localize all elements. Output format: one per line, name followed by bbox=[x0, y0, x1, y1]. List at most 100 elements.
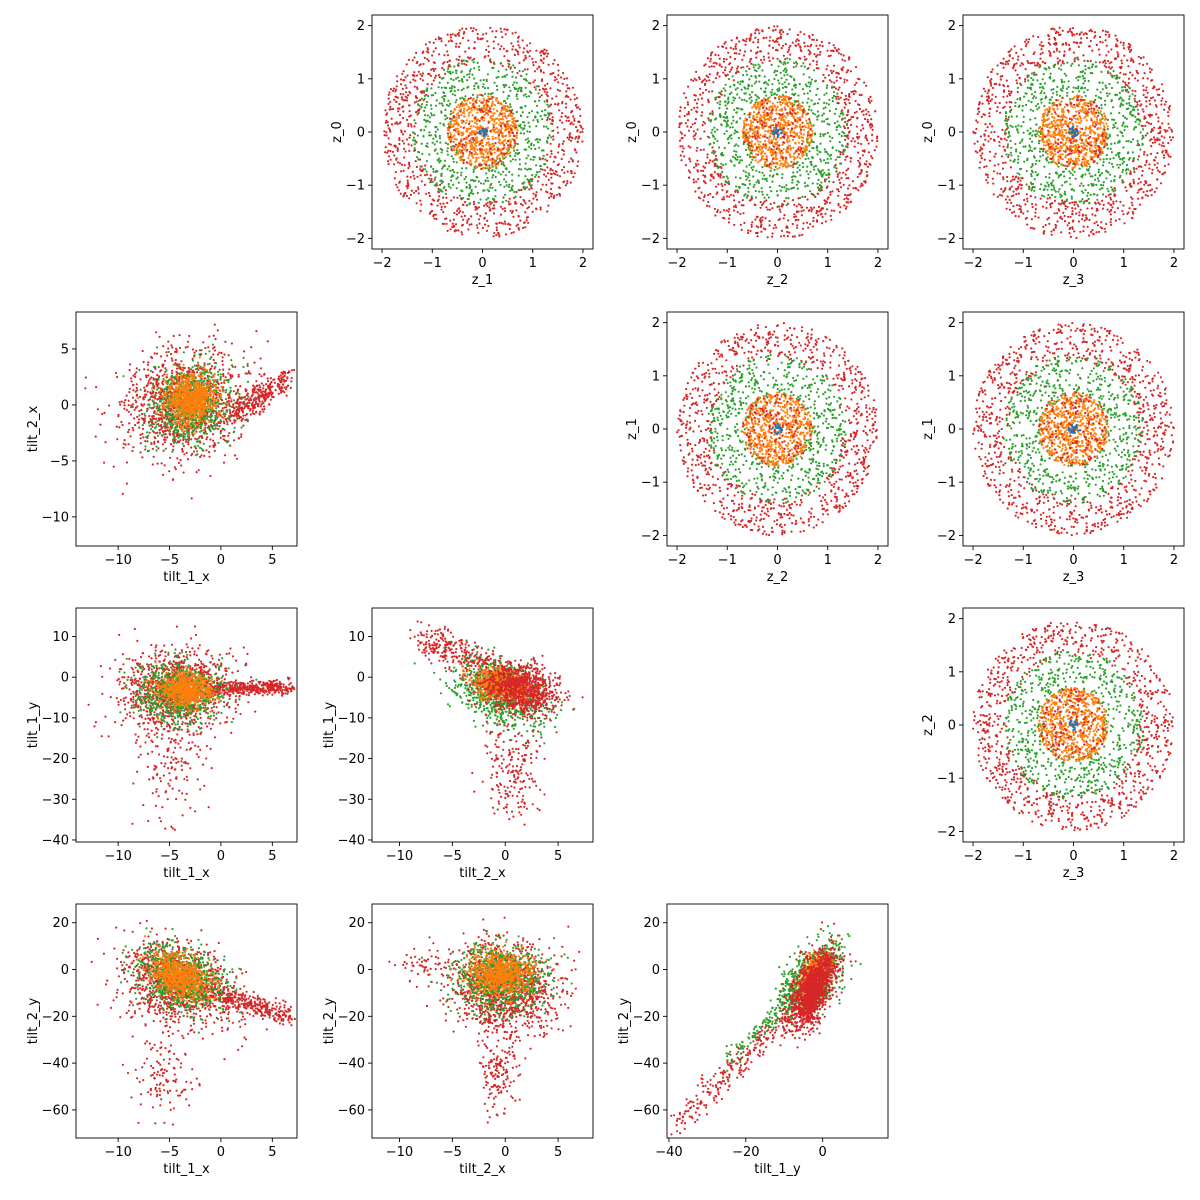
data-point bbox=[850, 157, 853, 160]
data-point bbox=[809, 122, 813, 125]
data-point bbox=[801, 142, 804, 145]
data-point bbox=[769, 113, 772, 116]
data-point bbox=[410, 189, 413, 192]
data-point bbox=[833, 46, 837, 50]
data-point bbox=[728, 182, 731, 186]
data-point bbox=[433, 184, 436, 187]
data-point bbox=[812, 38, 816, 41]
data-point bbox=[843, 59, 847, 62]
data-point bbox=[806, 221, 809, 224]
data-point bbox=[741, 130, 744, 133]
data-point bbox=[1156, 137, 1159, 140]
data-point bbox=[863, 117, 867, 121]
data-point bbox=[724, 112, 727, 115]
data-point bbox=[524, 93, 527, 96]
data-point bbox=[521, 39, 524, 42]
data-point bbox=[464, 121, 468, 125]
data-point bbox=[566, 180, 569, 183]
data-point bbox=[756, 95, 759, 98]
data-point bbox=[395, 100, 398, 103]
data-point bbox=[532, 192, 535, 195]
data-point bbox=[426, 83, 429, 86]
data-point bbox=[425, 170, 428, 173]
data-point bbox=[498, 235, 501, 238]
data-point bbox=[400, 96, 403, 99]
data-point bbox=[451, 225, 454, 228]
data-point bbox=[862, 113, 865, 116]
data-point bbox=[493, 123, 496, 126]
data-point bbox=[440, 208, 443, 211]
data-point bbox=[530, 110, 534, 113]
data-point bbox=[560, 76, 563, 79]
data-point bbox=[428, 41, 431, 44]
data-point bbox=[484, 150, 487, 153]
data-point bbox=[402, 116, 405, 120]
data-point bbox=[451, 40, 454, 43]
y-tick-label: 1 bbox=[652, 72, 660, 87]
data-point bbox=[790, 187, 793, 190]
data-point bbox=[483, 131, 486, 134]
data-point bbox=[495, 109, 499, 112]
data-point bbox=[692, 135, 695, 138]
data-point bbox=[541, 168, 544, 171]
data-point bbox=[447, 128, 450, 131]
data-point bbox=[734, 204, 737, 207]
data-point bbox=[779, 210, 782, 213]
data-point bbox=[443, 185, 446, 189]
data-point bbox=[709, 54, 713, 57]
data-point bbox=[824, 180, 827, 183]
data-point bbox=[776, 163, 779, 166]
data-point bbox=[505, 142, 508, 145]
data-point bbox=[738, 96, 741, 99]
data-point bbox=[843, 101, 846, 104]
data-point bbox=[508, 203, 511, 206]
data-point bbox=[476, 126, 480, 130]
data-point bbox=[778, 217, 782, 220]
data-point bbox=[474, 137, 477, 140]
data-point bbox=[422, 50, 425, 53]
data-point bbox=[733, 156, 736, 159]
data-point bbox=[707, 200, 710, 204]
data-point bbox=[806, 92, 809, 95]
data-point bbox=[413, 132, 416, 135]
data-point bbox=[510, 211, 514, 214]
data-point bbox=[502, 47, 505, 50]
data-point bbox=[482, 33, 485, 36]
data-point bbox=[723, 209, 726, 212]
data-point bbox=[521, 70, 525, 73]
data-point bbox=[387, 162, 390, 166]
data-point bbox=[482, 119, 485, 122]
data-point bbox=[837, 150, 841, 153]
data-point bbox=[850, 116, 853, 119]
data-point bbox=[472, 179, 475, 183]
data-point bbox=[699, 137, 702, 140]
data-point bbox=[770, 141, 773, 144]
data-point bbox=[766, 118, 769, 121]
data-point bbox=[774, 162, 777, 165]
data-point bbox=[456, 196, 459, 199]
data-point bbox=[825, 102, 828, 105]
data-point bbox=[803, 65, 806, 68]
data-point bbox=[428, 116, 431, 119]
data-point bbox=[778, 59, 781, 63]
data-point bbox=[389, 130, 392, 133]
data-point bbox=[731, 75, 734, 78]
data-point bbox=[718, 64, 721, 67]
data-point bbox=[761, 219, 764, 222]
data-point bbox=[839, 96, 842, 99]
data-point bbox=[465, 63, 468, 66]
data-point bbox=[1108, 35, 1111, 38]
series-z1_z0-1 bbox=[411, 58, 554, 206]
data-point bbox=[720, 153, 723, 156]
data-point bbox=[504, 75, 507, 78]
data-point bbox=[761, 193, 764, 196]
data-point bbox=[756, 129, 759, 132]
data-point bbox=[757, 127, 761, 130]
data-point bbox=[1060, 231, 1063, 234]
data-point bbox=[777, 96, 780, 99]
data-point bbox=[478, 68, 481, 71]
data-point bbox=[434, 74, 437, 77]
data-point bbox=[783, 106, 786, 109]
data-point bbox=[849, 200, 852, 204]
data-point bbox=[496, 148, 499, 151]
